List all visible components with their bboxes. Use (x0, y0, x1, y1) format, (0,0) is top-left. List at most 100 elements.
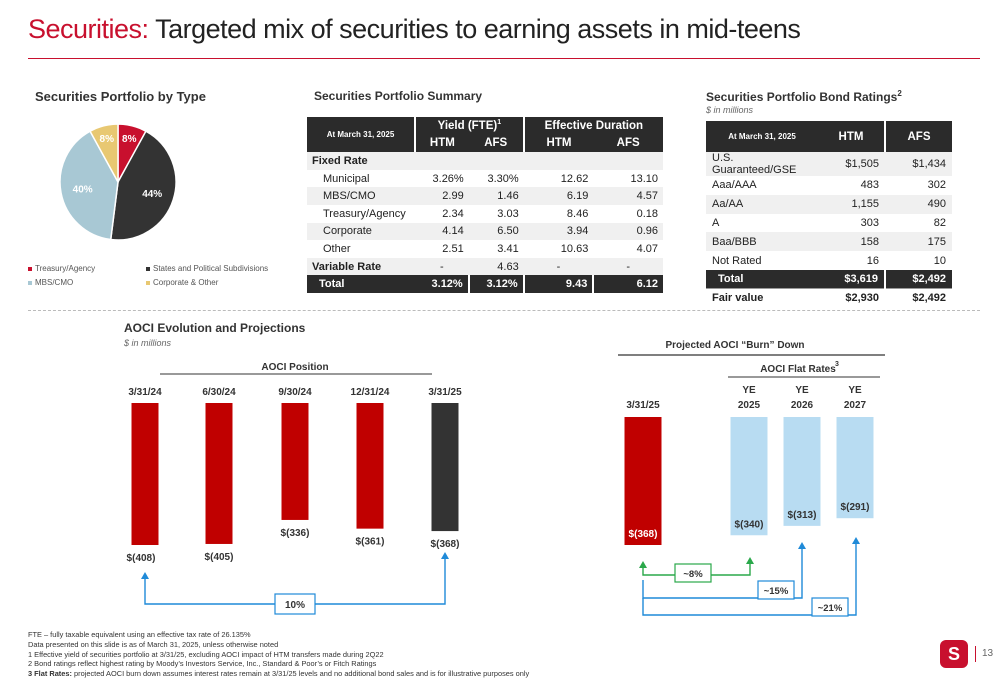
legend-swatch (146, 280, 150, 285)
burn-change-box (757, 580, 795, 600)
footnote-3: 3 Flat Rates: projected AOCI burn down a… (28, 669, 530, 679)
pie-slice-label: 44% (142, 189, 162, 200)
table-row: A 303 82 (706, 214, 952, 233)
footnotes: FTE – fully taxable equivalent using an … (28, 630, 529, 679)
cell: $1,505 (818, 152, 885, 176)
cell: 2.99 (415, 187, 469, 205)
title-divider (28, 58, 980, 59)
cell: 6.12 (592, 275, 663, 293)
cell: 158 (818, 232, 885, 252)
arrow-head (441, 552, 449, 559)
legend-swatch (146, 266, 150, 271)
arrow-head (798, 542, 806, 549)
cell: 3.26% (432, 172, 464, 185)
aoci-position-title: AOCI Position (261, 362, 328, 373)
cell: 13.10 (630, 172, 658, 185)
table-row: Municipal 3.26% 3.30% 12.62 13.10 (307, 170, 663, 188)
row-label: Other (323, 242, 351, 255)
arrow-head (852, 537, 860, 544)
table-row: Other 2.51 3.41 10.63 4.07 (307, 240, 663, 258)
legend-label: States and Political Subdivisions (153, 264, 269, 273)
cell: $3,619 (818, 269, 885, 289)
sub-header-afs: AFS (484, 137, 508, 150)
arrow-head (141, 572, 149, 579)
table-row: Fixed Rate (307, 152, 663, 170)
burn-bar (730, 417, 768, 536)
bar-date-label: 6/30/24 (202, 387, 236, 398)
col-htm: HTM (838, 130, 864, 143)
row-label: MBS/CMO (307, 187, 415, 205)
table-row: U.S. Guaranteed/GSE $1,505 $1,434 (706, 152, 952, 176)
arrow-head (746, 557, 754, 564)
aoci-units: $ in millions (124, 338, 172, 348)
burn-connector (642, 540, 857, 616)
pie-slice-label: 40% (73, 185, 93, 196)
burn-bar (836, 417, 874, 519)
pie-slice (59, 130, 119, 241)
cell: 10.63 (560, 242, 589, 255)
cell: 9.43 (522, 275, 594, 293)
table-row: Not Rated 16 10 (706, 251, 952, 270)
total-row: Total 3.12% 3.12% 9.43 6.12 (307, 275, 663, 293)
table-row: Aaa/AAA 483 302 (706, 176, 952, 195)
burn-title: Projected AOCI “Burn” Down (665, 340, 804, 351)
burn-bar-value: $(340) (735, 519, 764, 530)
cell: 175 (885, 232, 952, 252)
cell: 302 (927, 179, 946, 192)
burn-bar-value: $(368) (629, 529, 658, 540)
yield-header: Yield (FTE)1 (414, 117, 524, 135)
aoci-bar (205, 403, 233, 544)
legend-item: Treasury/Agency (28, 264, 95, 273)
table-row: Aa/AA 1,155 490 (706, 194, 952, 214)
row-label: Municipal (323, 172, 370, 185)
cell: 10 (933, 254, 946, 267)
fair-value-row: Fair value $2,930 $2,492 (706, 288, 952, 308)
cell: 2.34 (442, 207, 464, 220)
cell: $2,492 (884, 269, 952, 289)
fair-label: Fair value (706, 288, 818, 308)
cell: 303 (860, 216, 879, 229)
row-label: U.S. Guaranteed/GSE (706, 152, 818, 176)
ratings-corner: At March 31, 2025 (728, 132, 796, 141)
legend-swatch (28, 280, 32, 285)
footnote-fte: FTE – fully taxable equivalent using an … (28, 630, 251, 639)
cell: 6.19 (523, 187, 594, 205)
row-label: Not Rated (712, 254, 762, 267)
cell: 1.46 (468, 187, 524, 205)
bar-date-label: 12/31/24 (351, 387, 390, 398)
title-accent: Securities: (28, 14, 149, 44)
cell: 4.07 (636, 242, 658, 255)
logo-divider (975, 646, 976, 662)
ratings-units: $ in millions (706, 105, 754, 115)
cell: 483 (860, 179, 879, 192)
table-row: Variable Rate -4.63- - (307, 257, 663, 276)
pie-slice (109, 130, 177, 241)
burn-bar-value: $(291) (841, 502, 870, 513)
cell: 12.62 (560, 172, 589, 185)
cell: 4.57 (593, 187, 663, 205)
table-row: Treasury/Agency 2.34 3.03 8.46 0.18 (307, 205, 663, 223)
legend-swatch (28, 266, 32, 271)
row-label: A (712, 216, 720, 229)
cell: 3.30% (487, 172, 519, 185)
table-row: Corporate 4.14 6.50 3.94 0.96 (307, 222, 663, 241)
portfolio-pie-chart: 8% 44% 40% 8% (59, 123, 177, 241)
cell: 3.12% (467, 275, 524, 293)
pie-heading: Securities Portfolio by Type (35, 89, 206, 104)
cell: - (593, 257, 663, 276)
change-label: 10% (285, 600, 305, 611)
burn-bar (624, 417, 662, 545)
bar-date-label: 9/30/24 (278, 387, 312, 398)
flat-rates-sup: 3 (835, 361, 839, 368)
burn-change-label: ~8% (683, 569, 703, 580)
burn-date-label: YE (742, 385, 756, 396)
bar-date-label: 3/31/24 (128, 387, 162, 398)
footnote-asof: Data presented on this slide is as of Ma… (28, 639, 279, 649)
summary-heading: Securities Portfolio Summary (314, 89, 483, 103)
pie-slice (89, 123, 119, 183)
total-label: Total (706, 269, 818, 289)
cell: 4.63 (468, 257, 524, 276)
burn-change-label: ~21% (818, 603, 843, 614)
legend-item: States and Political Subdivisions (146, 264, 268, 273)
cell: 3.12% (415, 275, 469, 293)
